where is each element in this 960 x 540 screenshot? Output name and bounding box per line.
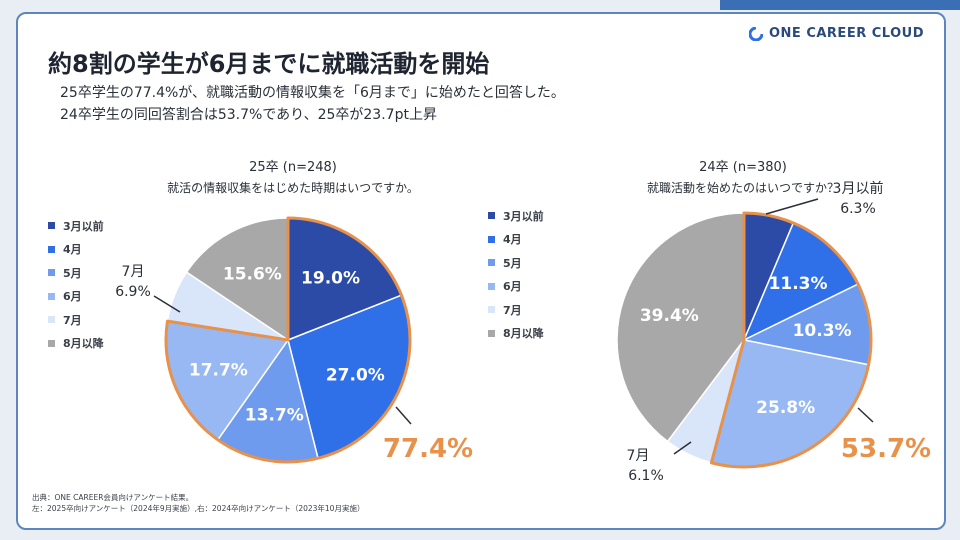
right-outside-leader-a: [765, 198, 819, 215]
right-outside-label-b-top: 7月: [627, 448, 650, 464]
legend-item: 8月以降: [488, 322, 544, 346]
legend-item: 8月以降: [48, 332, 104, 356]
brand-logo: ONE CAREER CLOUD: [748, 26, 924, 41]
legend-label: 7月: [63, 313, 82, 327]
right-outside-label-a-top: 3月以前: [833, 180, 884, 197]
pie-data-label: 10.3%: [793, 321, 852, 341]
legend-marker: [488, 306, 495, 314]
legend-item: 4月: [488, 228, 544, 252]
legend-label: 5月: [63, 266, 82, 280]
legend-item: 4月: [48, 238, 104, 262]
left-highlight-leader: [395, 406, 412, 425]
legend-marker: [48, 222, 55, 230]
legend-item: 5月: [48, 261, 104, 285]
left-outside-leader: [153, 295, 181, 313]
chart-left-title: 25卒 (n=248): [249, 160, 337, 175]
legend-marker: [48, 245, 55, 253]
pie-charts-canvas: 19.0% 27.0% 13.7% 17.7% 15.6% 11.3% 10.3% 25.8…: [115, 180, 931, 484]
right-highlight-leader: [857, 407, 874, 423]
right-outside-label-a-bottom: 6.3%: [840, 201, 876, 217]
pie-data-label: 27.0%: [326, 365, 385, 385]
pie-left: 19.0% 27.0% 13.7% 17.7% 15.6%: [164, 216, 412, 464]
legend-label: 6月: [63, 290, 82, 304]
chart-right-question: 就職活動を始めたのはいつですか？: [646, 181, 839, 195]
legend-marker: [48, 292, 55, 300]
legend-label: 8月以降: [63, 337, 104, 351]
chart-left-question: 就活の情報収集をはじめた時期はいつですか。: [167, 181, 419, 195]
subtitle-line-1: 25卒学生の77.4%が、就職活動の情報収集を「6月まで」に始めたと回答した。: [60, 85, 565, 101]
pie-slice-6: [185, 217, 289, 342]
footnote-line-2: 左：2025卒向けアンケート（2024年9月実施）,右：2024卒向けアンケート…: [32, 504, 365, 513]
pie-right: 11.3% 10.3% 25.8% 39.4%: [616, 211, 873, 469]
decor-bar-top: [720, 0, 960, 10]
legend-item: 6月: [48, 285, 104, 309]
pie-highlight-outline: [709, 211, 873, 469]
chart-left-heading: 25卒 (n=248) 就活の情報収集をはじめた時期はいつですか。: [78, 156, 508, 196]
right-highlight-total: 53.7%: [841, 434, 931, 464]
left-highlight-total: 77.4%: [383, 434, 473, 464]
left-outside-label-bottom: 6.9%: [115, 284, 151, 300]
slide-card: ONE CAREER CLOUD 約8割の学生が6月までに就職活動を開始 25卒…: [16, 12, 946, 530]
pie-data-label: 19.0%: [301, 268, 360, 288]
left-outside-label-top: 7月: [122, 264, 145, 280]
legend-label: 3月以前: [503, 209, 544, 223]
brand-icon: [748, 26, 763, 41]
legend-label: 4月: [63, 243, 82, 257]
chart-right-heading: 24卒 (n=380) 就職活動を始めたのはいつですか？: [578, 156, 908, 196]
right-outside-leader-b: [673, 441, 692, 455]
legend-marker: [48, 339, 55, 347]
legend-item: 7月: [488, 298, 544, 322]
legend-item: 7月: [48, 308, 104, 332]
legend-item: 6月: [488, 275, 544, 299]
legend-label: 8月以降: [503, 327, 544, 341]
pie-slice-6: [616, 212, 745, 443]
right-outside-label-b-bottom: 6.1%: [628, 468, 664, 484]
legend-marker: [48, 316, 55, 324]
legend-item: 3月以前: [48, 214, 104, 238]
legend-left: 3月以前 4月 5月 6月 7月 8月以降: [48, 214, 104, 355]
subtitle-line-2: 24卒学生の同回答割合は53.7%であり、25卒が23.7pt上昇: [60, 107, 437, 123]
pie-highlight-outline: [164, 216, 412, 464]
legend-marker: [488, 282, 495, 290]
pie-data-label: 15.6%: [223, 264, 282, 284]
legend-item: 3月以前: [488, 204, 544, 228]
legend-label: 4月: [503, 233, 522, 247]
pie-data-label: 17.7%: [189, 361, 248, 381]
legend-marker: [48, 269, 55, 277]
brand-name: ONE CAREER CLOUD: [768, 26, 924, 41]
page-title: 約8割の学生が6月までに就職活動を開始: [48, 50, 490, 78]
legend-marker: [488, 235, 495, 243]
legend-label: 3月以前: [63, 219, 104, 233]
legend-label: 6月: [503, 280, 522, 294]
legend-item: 5月: [488, 251, 544, 275]
pie-data-label: 25.8%: [756, 398, 815, 418]
pie-data-label: 13.7%: [245, 405, 304, 425]
legend-marker: [488, 212, 495, 220]
legend-marker: [488, 259, 495, 267]
legend-marker: [488, 329, 495, 337]
pie-data-label: 39.4%: [640, 306, 699, 326]
legend-right: 3月以前 4月 5月 6月 7月 8月以降: [488, 204, 544, 345]
footnote: 出典：ONE CAREER会員向けアンケート結果。 左：2025卒向けアンケート…: [32, 492, 364, 514]
legend-label: 7月: [503, 303, 522, 317]
footnote-line-1: 出典：ONE CAREER会員向けアンケート結果。: [32, 493, 194, 502]
chart-right-title: 24卒 (n=380): [699, 160, 787, 175]
legend-label: 5月: [503, 256, 522, 270]
pie-data-label: 11.3%: [769, 274, 828, 294]
